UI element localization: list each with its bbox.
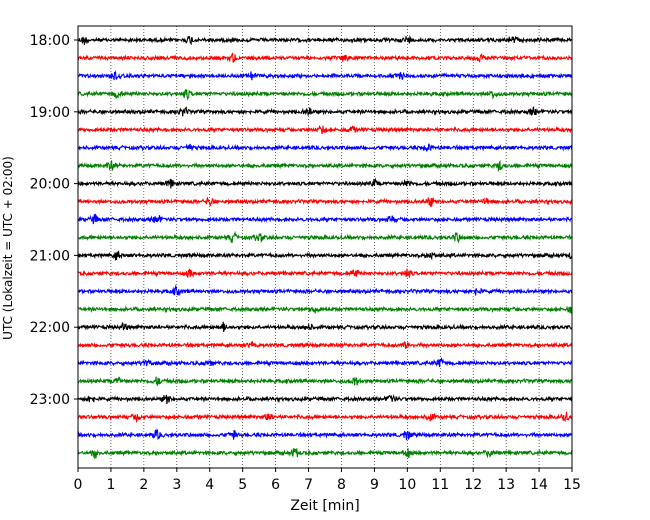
x-tick-label: 3	[172, 477, 181, 493]
x-tick-label: 6	[271, 477, 280, 493]
trace-2000	[77, 177, 573, 189]
y-tick-label: 22:00	[30, 320, 70, 336]
x-tick-label: 9	[370, 477, 379, 493]
x-tick-label: 7	[304, 477, 313, 493]
trace-2345	[77, 447, 573, 460]
x-axis-label: Zeit [min]	[290, 498, 359, 514]
trace-1800	[77, 34, 573, 46]
trace-2130	[77, 284, 573, 297]
trace-2100	[77, 250, 573, 261]
x-tick-label: 4	[205, 477, 214, 493]
trace-2030	[77, 213, 573, 225]
x-tick-label: 1	[106, 477, 115, 493]
x-tick-label: 15	[563, 477, 581, 493]
y-axis-label: UTC (Lokalzeit = UTC + 02:00)	[1, 156, 15, 340]
x-axis: 0 1 2 3 4 5 6 7 8 9 10 11 12 13 14 15	[74, 468, 581, 493]
trace-rows	[77, 34, 573, 460]
x-tick-label: 10	[398, 477, 416, 493]
y-tick-label: 23:00	[30, 392, 70, 408]
trace-1945	[77, 159, 573, 172]
trace-2045	[77, 230, 573, 244]
y-tick-label: 20:00	[30, 177, 70, 193]
trace-1815	[77, 52, 573, 63]
trace-1845	[77, 88, 573, 101]
x-tick-label: 12	[464, 477, 482, 493]
y-axis: 18:00 19:00 20:00 21:00 22:00 23:00	[30, 33, 78, 408]
plot-frame-background	[78, 26, 572, 468]
trace-2245	[77, 376, 573, 386]
trace-1830	[77, 70, 573, 81]
trace-1915	[77, 124, 573, 135]
x-tick-label: 0	[74, 477, 83, 493]
plot-frame	[77, 25, 573, 469]
trace-1930	[77, 143, 573, 152]
x-tick-label: 11	[431, 477, 449, 493]
trace-2215	[77, 341, 573, 350]
x-tick-label: 13	[497, 477, 515, 493]
trace-1900	[77, 105, 573, 117]
trace-2230	[77, 356, 573, 368]
y-tick-label: 18:00	[30, 33, 70, 49]
trace-2015	[77, 196, 573, 207]
trace-2145	[77, 305, 573, 314]
trace-2300	[77, 393, 573, 405]
trace-2315	[77, 411, 573, 423]
x-tick-label: 2	[139, 477, 148, 493]
x-tick-label: 14	[530, 477, 548, 493]
trace-2330	[77, 428, 573, 441]
x-tick-label: 8	[337, 477, 346, 493]
plot-area	[77, 25, 573, 469]
y-tick-label: 19:00	[30, 105, 70, 121]
trace-2115	[77, 268, 573, 278]
x-tick-label: 5	[238, 477, 247, 493]
trace-2200	[77, 321, 573, 333]
y-tick-label: 21:00	[30, 248, 70, 264]
